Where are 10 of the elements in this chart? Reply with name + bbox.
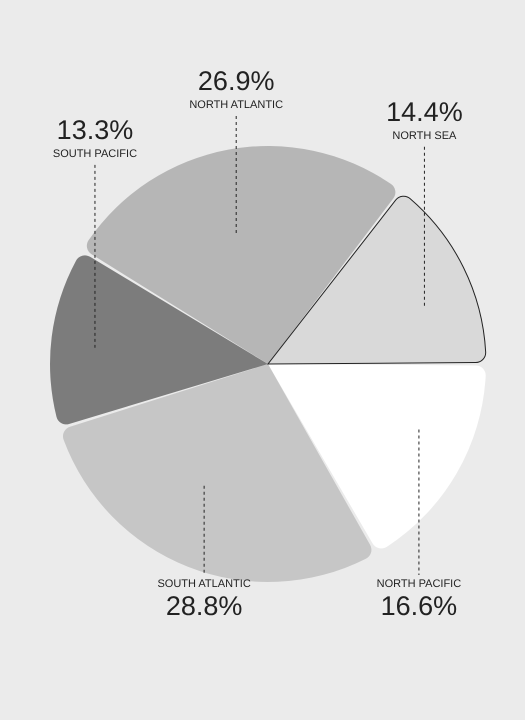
slice-label: NORTH ATLANTIC (189, 98, 284, 111)
slice-label: SOUTH ATLANTIC (157, 578, 251, 590)
slice-label: SOUTH PACIFIC (52, 148, 138, 160)
data-label: 26.9% (198, 66, 274, 96)
data-label: 13.3% (56, 114, 134, 145)
data-label: 16.6% (380, 591, 458, 621)
data-label: 28.8% (166, 591, 242, 621)
slice-label: NORTH SEA (392, 130, 458, 142)
slice-label: NORTH PACIFIC (376, 578, 462, 590)
data-label: 14.4% (386, 96, 463, 127)
